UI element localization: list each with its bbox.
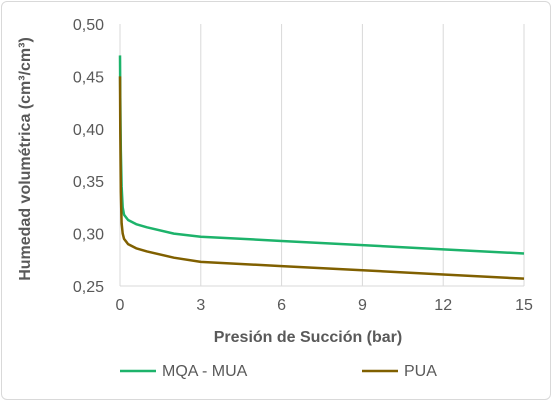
- y-tick-label: 0,40: [73, 122, 104, 139]
- y-tick-label: 0,35: [73, 174, 104, 191]
- y-tick-label: 0,25: [73, 279, 104, 296]
- legend-label-0: MQA - MUA: [162, 363, 248, 380]
- x-tick-label: 0: [116, 297, 125, 314]
- x-tick-label: 15: [515, 297, 533, 314]
- x-tick-label: 12: [434, 297, 452, 314]
- y-tick-label: 0,50: [73, 17, 104, 34]
- y-tick-label: 0,45: [73, 69, 104, 86]
- series-line-1: [118, 76, 525, 280]
- series-lines: [118, 55, 525, 280]
- x-tick-label: 6: [277, 297, 286, 314]
- x-tick-label: 9: [358, 297, 367, 314]
- x-tick-label: 3: [196, 297, 205, 314]
- y-tick-labels: 0,25 0,30 0,35 0,40 0,45 0,50: [73, 17, 104, 296]
- x-tick-labels: 0 3 6 9 12 15: [116, 297, 533, 314]
- series-line-0: [118, 55, 525, 255]
- x-axis-title: Presión de Succión (bar): [214, 329, 402, 346]
- legend: MQA - MUA PUA: [120, 363, 437, 380]
- y-axis-title: Humedad volumétrica (cm³/cm³): [17, 37, 34, 281]
- y-tick-label: 0,30: [73, 227, 104, 244]
- grid-lines: [119, 24, 525, 287]
- legend-label-1: PUA: [404, 363, 437, 380]
